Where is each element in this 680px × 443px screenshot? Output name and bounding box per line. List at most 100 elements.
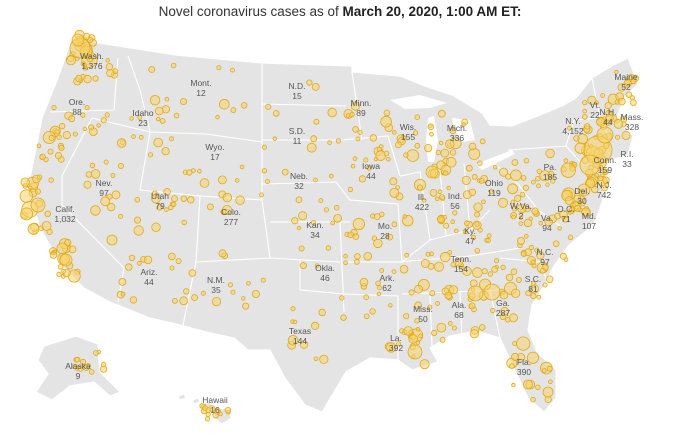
case-marker	[510, 199, 516, 205]
case-marker	[170, 195, 178, 203]
case-marker	[188, 269, 197, 277]
case-marker	[164, 96, 170, 102]
case-marker	[352, 233, 360, 240]
case-marker	[163, 187, 171, 196]
case-marker	[148, 66, 156, 73]
case-marker	[531, 179, 536, 185]
case-marker	[494, 258, 500, 264]
case-marker	[205, 416, 211, 422]
case-marker	[468, 147, 481, 160]
case-marker	[630, 78, 637, 85]
state-label: Maine 52	[614, 72, 637, 92]
case-marker	[436, 215, 445, 224]
state-label: Wyo. 17	[205, 142, 224, 162]
state-label: Neb. 32	[290, 171, 308, 191]
case-marker	[399, 264, 409, 274]
case-marker	[499, 313, 507, 320]
case-marker	[100, 365, 108, 373]
state-label: Ind. 56	[448, 191, 462, 211]
case-marker	[49, 251, 58, 259]
state-label: Ore. 88	[69, 97, 86, 117]
case-marker	[74, 356, 81, 363]
case-marker	[573, 194, 582, 203]
case-marker	[479, 138, 486, 145]
case-marker	[523, 218, 533, 228]
case-marker	[547, 170, 555, 178]
state-case-count: 9	[76, 371, 81, 381]
state-label: Calif. 1,032	[54, 204, 76, 224]
state-name: D.C.	[558, 204, 575, 214]
case-marker	[434, 196, 440, 202]
case-marker	[491, 265, 499, 273]
state-label: S.D. 11	[289, 126, 306, 146]
case-marker	[438, 140, 444, 146]
case-marker	[567, 209, 573, 215]
case-marker	[206, 203, 214, 211]
case-marker	[299, 262, 307, 270]
state-case-count: 79	[155, 201, 165, 211]
state-name: Wash.	[80, 51, 104, 61]
case-marker	[534, 247, 540, 253]
case-marker	[481, 199, 486, 205]
case-marker	[39, 153, 46, 161]
case-marker	[147, 152, 154, 158]
case-marker	[129, 116, 134, 121]
case-marker	[511, 352, 520, 361]
lake-huron	[452, 118, 475, 142]
case-marker	[454, 258, 463, 267]
state-label: N.H. 44	[600, 107, 617, 127]
case-marker	[234, 178, 240, 183]
case-marker	[51, 105, 57, 111]
case-marker	[325, 245, 332, 251]
state-label: N.J. 742	[596, 180, 611, 200]
state-case-count: 47	[465, 236, 475, 246]
state-label: Ala. 68	[452, 300, 467, 320]
case-marker	[357, 129, 363, 135]
case-marker	[402, 214, 407, 219]
case-marker	[56, 271, 62, 277]
case-marker	[333, 214, 342, 223]
case-marker	[350, 163, 356, 169]
case-marker	[136, 260, 142, 266]
case-marker	[449, 285, 459, 295]
state-case-count: 1,376	[81, 61, 103, 71]
case-marker	[34, 188, 41, 195]
case-marker	[155, 116, 161, 122]
case-marker	[437, 189, 443, 195]
case-marker	[385, 157, 391, 162]
case-marker	[435, 149, 441, 156]
case-marker	[327, 140, 332, 145]
case-marker	[183, 288, 190, 295]
case-marker	[170, 62, 177, 69]
state-name: N.D.	[289, 81, 306, 91]
case-marker	[403, 152, 409, 158]
case-marker	[545, 148, 555, 159]
case-marker	[298, 211, 308, 221]
case-marker	[161, 147, 170, 156]
case-marker	[508, 313, 518, 323]
case-marker	[545, 182, 550, 187]
case-marker	[180, 195, 187, 202]
state-name: Va.	[541, 213, 553, 223]
state-case-count: 144	[293, 336, 307, 346]
case-marker	[421, 198, 427, 203]
case-marker	[429, 290, 436, 297]
case-marker	[439, 194, 446, 201]
case-marker	[181, 219, 187, 226]
case-marker	[59, 122, 66, 130]
case-marker	[414, 114, 421, 120]
state-name: Ill.	[418, 192, 427, 202]
case-marker	[80, 358, 87, 365]
case-marker	[358, 175, 366, 183]
case-marker	[447, 320, 453, 326]
case-hotspot-marker	[71, 33, 85, 47]
case-marker	[385, 342, 397, 353]
case-marker	[363, 294, 370, 301]
case-marker	[470, 234, 477, 241]
case-marker	[306, 79, 313, 86]
case-marker	[416, 184, 423, 191]
case-marker	[68, 115, 76, 123]
case-marker	[541, 368, 547, 373]
state-case-count: 23	[138, 118, 148, 128]
